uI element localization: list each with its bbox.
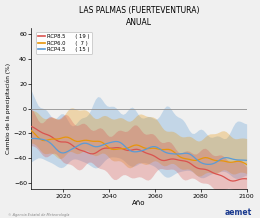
X-axis label: Año: Año bbox=[132, 200, 146, 206]
Text: © Agencia Estatal de Meteorología: © Agencia Estatal de Meteorología bbox=[8, 213, 69, 217]
Title: LAS PALMAS (FUERTEVENTURA)
ANUAL: LAS PALMAS (FUERTEVENTURA) ANUAL bbox=[79, 5, 199, 27]
Text: aemet: aemet bbox=[225, 208, 252, 217]
Y-axis label: Cambio de la precipitación (%): Cambio de la precipitación (%) bbox=[5, 63, 11, 154]
Legend: RCP8.5      ( 19 ), RCP6.0      (  7 ), RCP4.5      ( 15 ): RCP8.5 ( 19 ), RCP6.0 ( 7 ), RCP4.5 ( 15… bbox=[36, 32, 92, 54]
